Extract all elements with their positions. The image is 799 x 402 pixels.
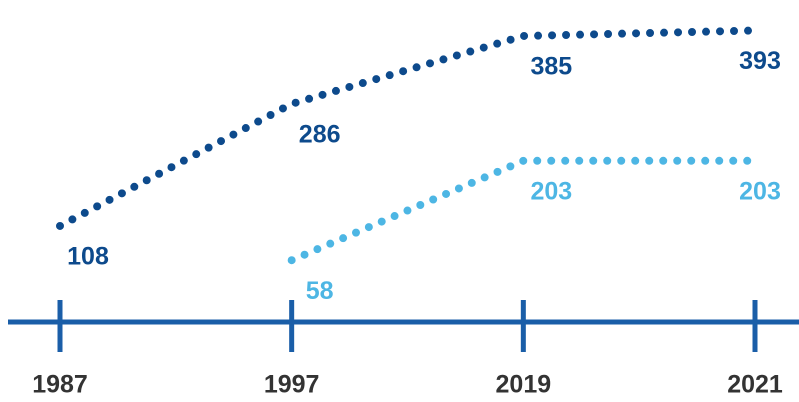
x-tick-label: 2019 — [496, 371, 552, 399]
value-label: 58 — [306, 277, 334, 305]
value-label: 385 — [530, 53, 572, 81]
value-label: 203 — [530, 177, 572, 205]
x-tick-label: 1987 — [32, 371, 88, 399]
series-line — [287, 156, 759, 265]
value-label: 286 — [299, 120, 341, 148]
value-label: 393 — [739, 47, 781, 75]
x-tick-label: 2021 — [727, 371, 783, 399]
x-tick-label: 1997 — [264, 371, 320, 399]
value-label: 203 — [739, 177, 781, 205]
series-line — [56, 26, 759, 230]
value-label: 108 — [67, 243, 109, 271]
